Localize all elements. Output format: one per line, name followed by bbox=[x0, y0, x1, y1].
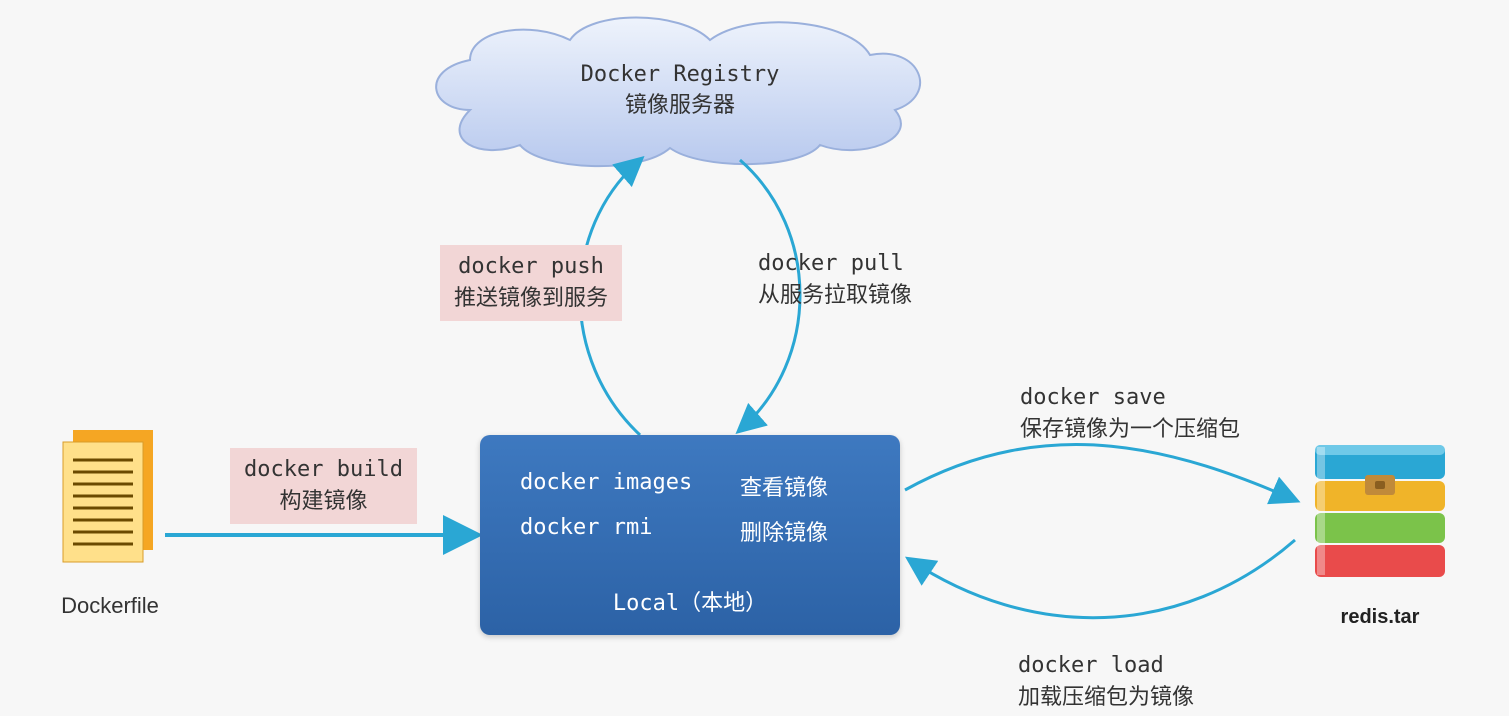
registry-cloud: Docker Registry 镜像服务器 bbox=[420, 18, 940, 158]
local-row-1-desc: 查看镜像 bbox=[740, 470, 828, 502]
label-load: docker load 加载压缩包为镜像 bbox=[1018, 650, 1194, 714]
label-build-desc: 构建镜像 bbox=[279, 489, 367, 514]
archive-icon bbox=[1305, 435, 1455, 595]
label-push-desc: 推送镜像到服务 bbox=[454, 286, 608, 311]
archive-label: redis.tar bbox=[1300, 606, 1460, 629]
arrow-save bbox=[905, 445, 1295, 500]
local-row-2-desc: 删除镜像 bbox=[740, 515, 828, 547]
local-row-1-cmd: docker images bbox=[520, 470, 692, 495]
label-save-desc: 保存镜像为一个压缩包 bbox=[1020, 417, 1240, 442]
label-load-cmd: docker load bbox=[1018, 653, 1164, 678]
diagram-canvas: Docker Registry 镜像服务器 docker push 推送镜像到服… bbox=[0, 0, 1509, 716]
local-box: docker images 查看镜像 docker rmi 删除镜像 Local… bbox=[480, 435, 900, 635]
label-push-cmd: docker push bbox=[458, 254, 604, 279]
label-load-desc: 加载压缩包为镜像 bbox=[1018, 685, 1194, 710]
label-pull-cmd: docker pull bbox=[758, 251, 904, 276]
cloud-subtitle: 镜像服务器 bbox=[420, 91, 940, 122]
label-save: docker save 保存镜像为一个压缩包 bbox=[1020, 382, 1240, 446]
dockerfile-label: Dockerfile bbox=[50, 593, 170, 619]
arrow-load bbox=[910, 540, 1295, 618]
local-title: Local（本地） bbox=[480, 585, 900, 617]
archive-node: redis.tar bbox=[1300, 435, 1460, 629]
label-pull: docker pull 从服务拉取镜像 bbox=[758, 248, 912, 312]
label-push: docker push 推送镜像到服务 bbox=[440, 245, 622, 321]
label-pull-desc: 从服务拉取镜像 bbox=[758, 283, 912, 308]
local-row-2-cmd: docker rmi bbox=[520, 515, 652, 540]
label-build-cmd: docker build bbox=[244, 457, 403, 482]
dockerfile-icon bbox=[55, 430, 165, 580]
label-save-cmd: docker save bbox=[1020, 385, 1166, 410]
dockerfile-node: Dockerfile bbox=[50, 430, 170, 619]
label-build: docker build 构建镜像 bbox=[230, 448, 417, 524]
cloud-title: Docker Registry bbox=[420, 60, 940, 91]
